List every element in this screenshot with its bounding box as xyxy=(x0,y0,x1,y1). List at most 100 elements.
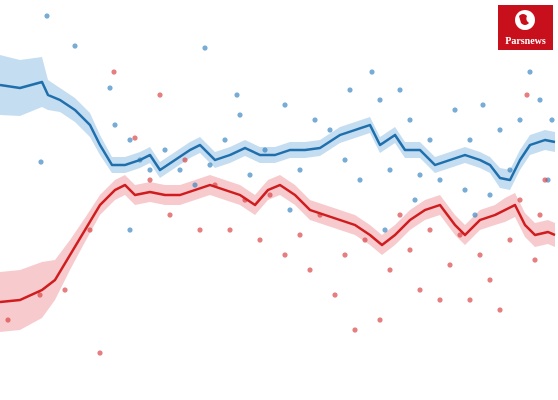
poll-dot xyxy=(167,212,173,218)
trend-line xyxy=(0,80,556,182)
poll-dot xyxy=(507,237,513,243)
poll-dot xyxy=(282,252,288,258)
poll-dot xyxy=(332,292,338,298)
poll-dot xyxy=(247,172,253,178)
poll-dot xyxy=(257,237,263,243)
trend-line xyxy=(0,183,556,304)
poll-dot xyxy=(307,267,313,273)
poll-dot xyxy=(462,187,468,193)
poll-dot xyxy=(437,297,443,303)
poll-dot xyxy=(457,232,463,238)
poll-dot xyxy=(437,177,443,183)
poll-dot xyxy=(397,87,403,93)
poll-dot xyxy=(107,85,113,91)
poll-dot xyxy=(537,212,543,218)
poll-dot xyxy=(517,117,523,123)
poll-dot xyxy=(527,69,533,75)
poll-dot xyxy=(87,227,93,233)
poll-dot xyxy=(267,192,273,198)
poll-dot xyxy=(427,227,433,233)
poll-dot xyxy=(537,97,543,103)
poll-dot xyxy=(352,327,358,333)
poll-dot xyxy=(427,137,433,143)
poll-dot xyxy=(312,117,318,123)
poll-dot xyxy=(182,157,188,163)
poll-dot xyxy=(262,147,268,153)
poll-dot xyxy=(452,107,458,113)
poll-dot xyxy=(417,172,423,178)
poll-dot xyxy=(222,137,228,143)
poll-dot xyxy=(377,317,383,323)
poll-dot xyxy=(227,227,233,233)
poll-dot xyxy=(472,212,478,218)
poll-dot xyxy=(162,147,168,153)
poll-dot xyxy=(377,97,383,103)
poll-dot xyxy=(44,13,50,19)
poll-dot xyxy=(207,162,213,168)
poll-dot xyxy=(412,197,418,203)
poll-dot xyxy=(287,207,293,213)
poll-dot xyxy=(507,167,513,173)
poll-dot xyxy=(297,167,303,173)
poll-dot xyxy=(417,287,423,293)
logo-text: Parsnews xyxy=(505,36,546,47)
poll-dot xyxy=(5,317,11,323)
poll-dot xyxy=(127,227,133,233)
poll-dot xyxy=(532,257,538,263)
poll-dot xyxy=(497,127,503,133)
scatter xyxy=(5,13,555,356)
poll-dot xyxy=(97,350,103,356)
bands xyxy=(0,55,555,332)
poll-dot xyxy=(487,192,493,198)
poll-dot xyxy=(327,127,333,133)
poll-dot xyxy=(342,252,348,258)
poll-dot xyxy=(542,177,548,183)
poll-dot xyxy=(369,69,375,75)
poll-dot xyxy=(157,92,163,98)
poll-dot xyxy=(387,167,393,173)
poll-dot xyxy=(202,45,208,51)
poll-dot xyxy=(517,197,523,203)
poll-dot xyxy=(467,297,473,303)
poll-dot xyxy=(132,135,138,141)
poll-dot xyxy=(407,117,413,123)
poll-dot xyxy=(524,92,530,98)
poll-dot xyxy=(177,167,183,173)
poll-dot xyxy=(342,157,348,163)
poll-dot xyxy=(357,177,363,183)
poll-dot xyxy=(362,237,368,243)
poll-dot xyxy=(38,159,44,165)
poll-dot xyxy=(397,212,403,218)
poll-dot xyxy=(487,277,493,283)
poll-dot xyxy=(72,43,78,49)
poll-dot xyxy=(147,177,153,183)
poll-dot xyxy=(112,122,118,128)
poll-dot xyxy=(237,112,243,118)
logo: Parsnews xyxy=(498,5,553,50)
poll-dot xyxy=(111,69,117,75)
poll-dot xyxy=(467,137,473,143)
poll-dot xyxy=(147,167,153,173)
poll-dot xyxy=(37,292,43,298)
lines xyxy=(0,80,556,304)
poll-dot xyxy=(387,267,393,273)
poll-dot xyxy=(382,227,388,233)
poll-dot xyxy=(477,252,483,258)
poll-dot xyxy=(407,247,413,253)
poll-dot xyxy=(549,117,555,123)
poll-dot xyxy=(480,102,486,108)
poll-dot xyxy=(62,287,68,293)
poll-dot xyxy=(297,232,303,238)
poll-dot xyxy=(497,307,503,313)
poll-dot xyxy=(447,262,453,268)
confidence-band xyxy=(0,175,555,332)
confidence-band xyxy=(0,55,555,190)
poll-dot xyxy=(197,227,203,233)
poll-dot xyxy=(282,102,288,108)
poll-dot xyxy=(127,137,133,143)
logo-land xyxy=(519,14,529,25)
poll-dot xyxy=(234,92,240,98)
